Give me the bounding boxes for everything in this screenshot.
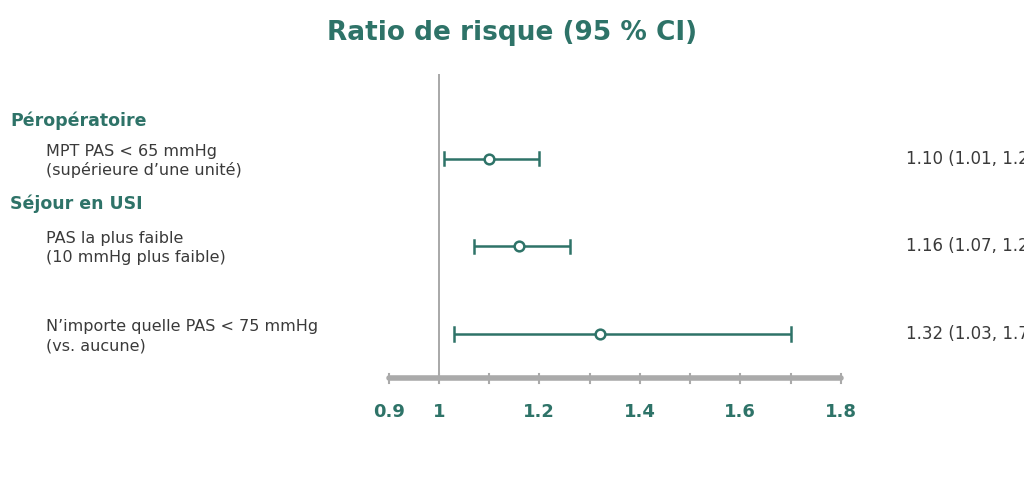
Text: Péropératoire: Péropératoire xyxy=(10,112,146,130)
Text: 1.4: 1.4 xyxy=(624,403,655,422)
Text: N’importe quelle PAS < 75 mmHg: N’importe quelle PAS < 75 mmHg xyxy=(46,319,318,335)
Text: (supérieure d’une unité): (supérieure d’une unité) xyxy=(46,162,242,178)
Text: PAS la plus faible: PAS la plus faible xyxy=(46,232,183,246)
Text: 1: 1 xyxy=(432,403,445,422)
Text: 1.16 (1.07, 1.26): 1.16 (1.07, 1.26) xyxy=(906,238,1024,255)
Text: Séjour en USI: Séjour en USI xyxy=(10,195,143,214)
Text: 1.10 (1.01, 1.20): 1.10 (1.01, 1.20) xyxy=(906,150,1024,168)
Text: 0.9: 0.9 xyxy=(373,403,404,422)
Text: MPT PAS < 65 mmHg: MPT PAS < 65 mmHg xyxy=(46,144,217,158)
Text: 1.32 (1.03, 1.70): 1.32 (1.03, 1.70) xyxy=(906,325,1024,343)
Text: 1.8: 1.8 xyxy=(824,403,857,422)
Text: (vs. aucune): (vs. aucune) xyxy=(46,338,145,353)
Text: Ratio de risque (95 % CI): Ratio de risque (95 % CI) xyxy=(327,20,697,46)
Text: (10 mmHg plus faible): (10 mmHg plus faible) xyxy=(46,250,226,265)
Text: 1.6: 1.6 xyxy=(724,403,757,422)
Text: 1.2: 1.2 xyxy=(523,403,555,422)
